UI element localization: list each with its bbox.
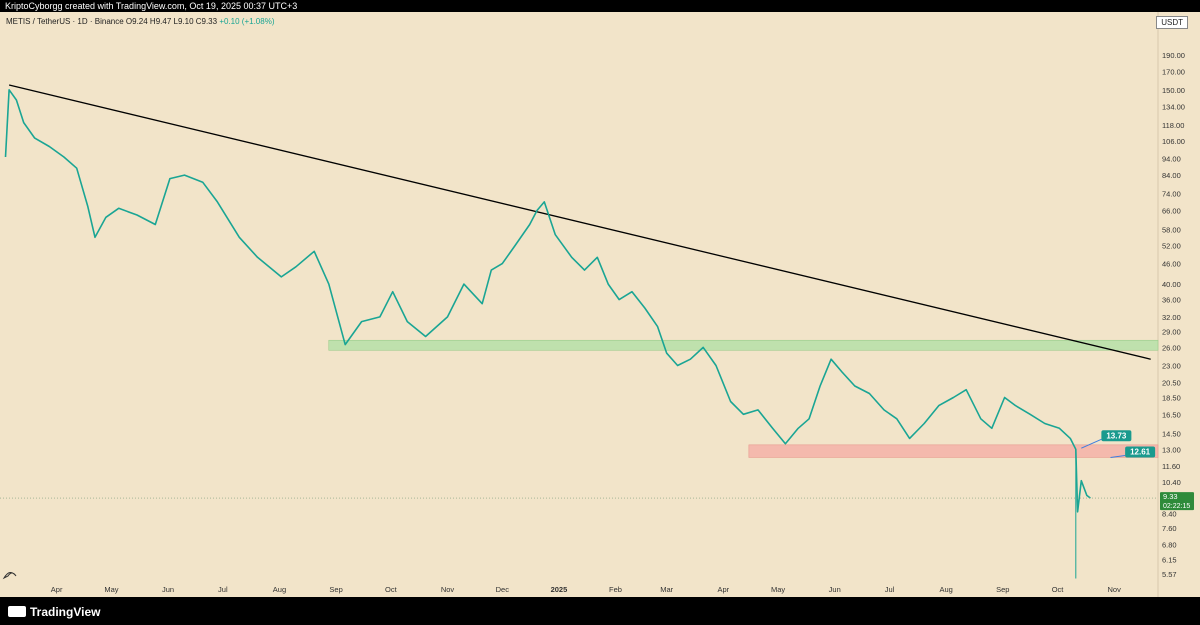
- x-tick-label: Jul: [218, 585, 228, 594]
- brand-bar: TradingView: [0, 597, 1200, 625]
- y-tick-label: 150.00: [1162, 86, 1185, 95]
- tradingview-brand: TradingView: [30, 605, 101, 619]
- x-tick-label: May: [104, 585, 118, 594]
- y-tick-label: 23.00: [1162, 361, 1181, 370]
- y-tick-label: 36.00: [1162, 296, 1181, 305]
- x-tick-label: Dec: [496, 585, 510, 594]
- callout-label: 12.61: [1130, 447, 1151, 456]
- y-tick-label: 106.00: [1162, 137, 1185, 146]
- y-tick-label: 94.00: [1162, 155, 1181, 164]
- x-tick-label: Oct: [385, 585, 398, 594]
- y-tick-label: 190.00: [1162, 51, 1185, 60]
- last-price-badge: [1160, 492, 1194, 511]
- last-price-label: 9.33: [1163, 492, 1178, 501]
- callout-box[interactable]: [1101, 430, 1132, 442]
- y-tick-label: 58.00: [1162, 225, 1181, 234]
- x-tick-label: Aug: [939, 585, 952, 594]
- callout-pointer: [1110, 454, 1126, 458]
- indicator-icon: [2, 572, 17, 580]
- x-tick-label: Apr: [51, 585, 63, 594]
- descending-trendline[interactable]: [8, 84, 1151, 360]
- y-tick-label: 170.00: [1162, 67, 1185, 76]
- x-tick-label: Sep: [329, 585, 342, 594]
- x-tick-label: Jul: [885, 585, 895, 594]
- x-tick-label: Jun: [829, 585, 841, 594]
- y-tick-label: 18.50: [1162, 393, 1181, 402]
- x-tick-label: Mar: [660, 585, 673, 594]
- x-tick-label: May: [771, 585, 785, 594]
- y-tick-label: 13.00: [1162, 445, 1181, 454]
- x-tick-label: Oct: [1052, 585, 1065, 594]
- y-tick-label: 26.00: [1162, 343, 1181, 352]
- x-tick-label: 2025: [551, 585, 568, 594]
- y-tick-label: 6.15: [1162, 555, 1177, 564]
- y-tick-label: 8.40: [1162, 510, 1177, 519]
- y-tick-label: 11.60: [1162, 462, 1180, 471]
- symbol-name: METIS / TetherUS · 1D · Binance: [6, 17, 124, 26]
- y-tick-label: 10.40: [1162, 478, 1181, 487]
- y-tick-label: 6.80: [1162, 541, 1177, 550]
- tradingview-logo[interactable]: TradingView: [8, 605, 100, 619]
- price-series[interactable]: [4, 89, 1091, 513]
- y-tick-label: 29.00: [1162, 327, 1181, 336]
- x-tick-label: Apr: [717, 585, 729, 594]
- x-tick-label: Jun: [162, 585, 174, 594]
- y-tick-label: 32.00: [1162, 313, 1181, 322]
- y-tick-label: 40.00: [1162, 280, 1181, 289]
- y-tick-label: 118.00: [1162, 121, 1184, 130]
- y-tick-label: 74.00: [1162, 190, 1181, 199]
- support-zone: [748, 444, 1159, 458]
- x-tick-label: Sep: [996, 585, 1009, 594]
- x-tick-label: Aug: [273, 585, 286, 594]
- y-tick-label: 134.00: [1162, 102, 1185, 111]
- y-tick-label: 14.50: [1162, 429, 1181, 438]
- y-tick-label: 52.00: [1162, 242, 1181, 251]
- y-tick-label: 84.00: [1162, 171, 1181, 180]
- y-tick-label: 16.50: [1162, 410, 1181, 419]
- tradingview-mark-icon: [8, 606, 26, 617]
- y-tick-label: 7.60: [1162, 524, 1177, 533]
- currency-badge[interactable]: USDT: [1156, 16, 1188, 29]
- resistance-zone: [328, 339, 1159, 351]
- last-price-countdown: 02:22:15: [1163, 503, 1190, 510]
- symbol-ohlc: O9.24 H9.47 L9.10 C9.33: [125, 17, 218, 26]
- callout-box[interactable]: [1125, 446, 1156, 458]
- x-tick-label: Feb: [609, 585, 622, 594]
- callout-label: 13.73: [1106, 431, 1127, 440]
- symbol-legend: METIS / TetherUS · 1D · Binance O9.24 H9…: [6, 17, 274, 26]
- y-tick-label: 20.50: [1162, 378, 1181, 387]
- credit-bar: KriptoCyborgg created with TradingView.c…: [0, 0, 1200, 12]
- y-tick-label: 66.00: [1162, 207, 1181, 216]
- price-chart[interactable]: 190.00 170.00 150.00 134.00 118.00 106.00 94.0…: [0, 12, 1200, 597]
- symbol-change: +0.10 (+1.08%): [219, 17, 275, 26]
- chart-area[interactable]: 190.00 170.00 150.00 134.00 118.00 106.00 94.0…: [0, 12, 1200, 597]
- x-tick-label: Nov: [441, 585, 455, 594]
- credit-text: KriptoCyborgg created with TradingView.c…: [5, 1, 298, 11]
- y-tick-label: 46.00: [1162, 260, 1181, 269]
- x-tick-label: Nov: [1107, 585, 1121, 594]
- y-tick-label: 5.57: [1162, 570, 1177, 579]
- callout-pointer: [1081, 438, 1102, 449]
